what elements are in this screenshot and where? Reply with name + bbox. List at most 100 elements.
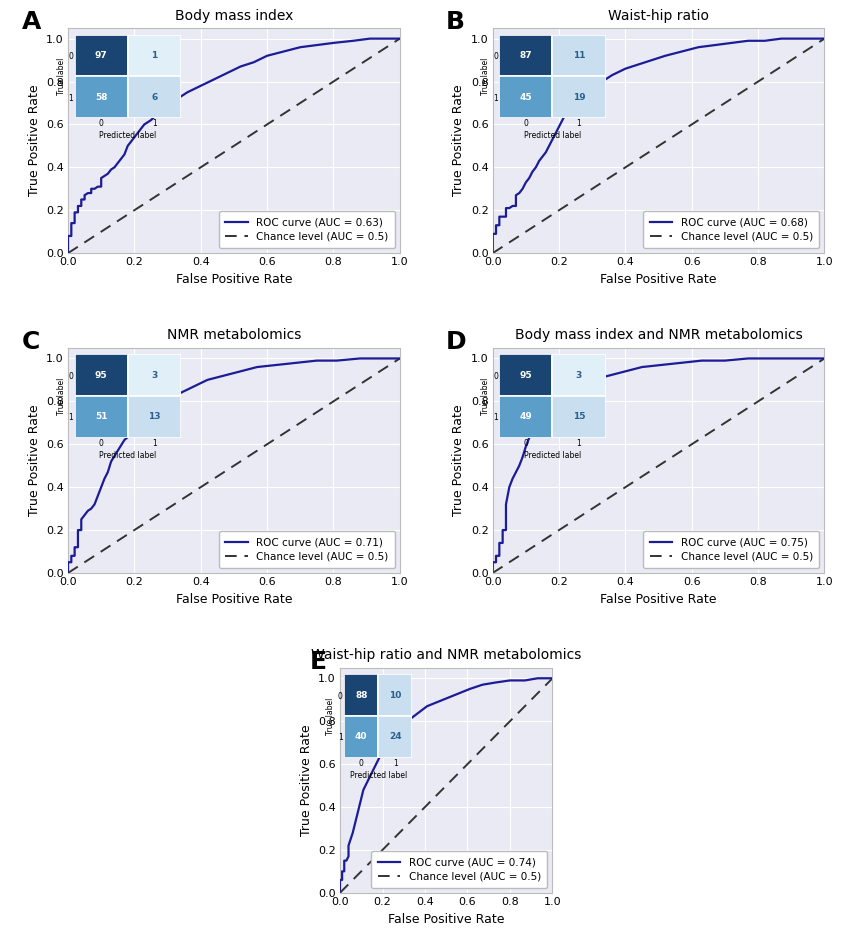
ROC curve (AUC = 0.71) bbox=[89, 498, 99, 510]
ROC curve (AUC = 0.63) bbox=[365, 33, 375, 45]
ROC curve (AUC = 0.74) bbox=[335, 887, 345, 898]
ROC curve (AUC = 0.75) bbox=[494, 538, 504, 549]
ROC curve (AUC = 0.75) bbox=[501, 498, 511, 510]
ROC curve (AUC = 0.74) bbox=[532, 672, 542, 684]
ROC curve (AUC = 0.74) bbox=[352, 810, 362, 821]
ROC curve (AUC = 0.75) bbox=[657, 359, 667, 370]
ROC curve (AUC = 0.68) bbox=[488, 228, 498, 239]
ROC curve (AUC = 0.68) bbox=[743, 35, 753, 46]
ROC curve (AUC = 0.71) bbox=[73, 525, 83, 536]
ROC curve (AUC = 0.75) bbox=[767, 352, 777, 364]
ROC curve (AUC = 0.75) bbox=[564, 385, 574, 396]
Line: ROC curve (AUC = 0.71): ROC curve (AUC = 0.71) bbox=[68, 358, 399, 573]
ROC curve (AUC = 0.75) bbox=[677, 357, 687, 368]
ROC curve (AUC = 0.74) bbox=[366, 767, 377, 778]
ROC curve (AUC = 0.75) bbox=[574, 379, 584, 390]
ROC curve (AUC = 0.71) bbox=[235, 365, 246, 377]
ROC curve (AUC = 0.71) bbox=[76, 513, 87, 525]
ROC curve (AUC = 0.68) bbox=[554, 121, 564, 132]
ROC curve (AUC = 0.68) bbox=[491, 228, 501, 239]
ROC curve (AUC = 0.71) bbox=[189, 380, 199, 392]
ROC curve (AUC = 0.74) bbox=[547, 672, 558, 684]
ROC curve (AUC = 0.68) bbox=[497, 211, 507, 222]
ROC curve (AUC = 0.74) bbox=[464, 684, 474, 695]
ROC curve (AUC = 0.68) bbox=[710, 39, 720, 50]
ROC curve (AUC = 0.75) bbox=[604, 370, 614, 381]
ROC curve (AUC = 0.71) bbox=[76, 525, 87, 536]
ROC curve (AUC = 0.68) bbox=[494, 211, 504, 222]
ROC curve (AUC = 0.74) bbox=[422, 700, 432, 711]
ROC curve (AUC = 0.75) bbox=[491, 551, 501, 562]
ROC curve (AUC = 0.68) bbox=[530, 162, 541, 173]
ROC curve (AUC = 0.71) bbox=[149, 406, 159, 418]
ROC curve (AUC = 0.74) bbox=[358, 784, 368, 795]
ROC curve (AUC = 0.71) bbox=[93, 490, 103, 501]
ROC curve (AUC = 0.71) bbox=[292, 357, 302, 368]
X-axis label: False Positive Rate: False Positive Rate bbox=[388, 912, 505, 925]
ROC curve (AUC = 0.74) bbox=[443, 692, 453, 703]
ROC curve (AUC = 0.68) bbox=[567, 101, 577, 113]
ROC curve (AUC = 0.68) bbox=[511, 190, 521, 201]
Title: Body mass index: Body mass index bbox=[175, 8, 293, 22]
ROC curve (AUC = 0.71) bbox=[73, 541, 83, 552]
ROC curve (AUC = 0.75) bbox=[511, 467, 521, 478]
ROC curve (AUC = 0.68) bbox=[501, 203, 511, 214]
ROC curve (AUC = 0.71) bbox=[63, 557, 73, 568]
ROC curve (AUC = 0.71) bbox=[66, 557, 76, 568]
Y-axis label: True Positive Rate: True Positive Rate bbox=[27, 405, 41, 516]
ROC curve (AUC = 0.75) bbox=[720, 355, 730, 366]
ROC curve (AUC = 0.75) bbox=[524, 432, 535, 444]
ROC curve (AUC = 0.75) bbox=[497, 525, 507, 536]
ROC curve (AUC = 0.71) bbox=[162, 396, 173, 407]
ROC curve (AUC = 0.75) bbox=[790, 352, 800, 364]
Line: ROC curve (AUC = 0.63): ROC curve (AUC = 0.63) bbox=[68, 39, 399, 253]
ROC curve (AUC = 0.71) bbox=[202, 375, 212, 386]
Text: E: E bbox=[310, 649, 327, 673]
ROC curve (AUC = 0.71) bbox=[272, 359, 282, 370]
ROC curve (AUC = 0.68) bbox=[677, 46, 687, 57]
ROC curve (AUC = 0.71) bbox=[119, 434, 129, 445]
ROC curve (AUC = 0.74) bbox=[339, 866, 349, 877]
Legend: ROC curve (AUC = 0.74), Chance level (AUC = 0.5): ROC curve (AUC = 0.74), Chance level (AU… bbox=[371, 851, 547, 887]
ROC curve (AUC = 0.71) bbox=[176, 387, 186, 398]
ROC curve (AUC = 0.75) bbox=[620, 365, 631, 377]
ROC curve (AUC = 0.71) bbox=[99, 473, 110, 485]
ROC curve (AUC = 0.75) bbox=[494, 551, 504, 562]
ROC curve (AUC = 0.68) bbox=[561, 108, 571, 119]
ROC curve (AUC = 0.71) bbox=[312, 355, 322, 366]
ROC curve (AUC = 0.74) bbox=[386, 733, 396, 744]
Legend: ROC curve (AUC = 0.71), Chance level (AUC = 0.5): ROC curve (AUC = 0.71), Chance level (AU… bbox=[218, 531, 394, 567]
ROC curve (AUC = 0.68) bbox=[597, 76, 607, 87]
ROC curve (AUC = 0.68) bbox=[793, 33, 803, 45]
Y-axis label: True Positive Rate: True Positive Rate bbox=[452, 405, 465, 516]
ROC curve (AUC = 0.75) bbox=[514, 460, 524, 472]
ROC curve (AUC = 0.75) bbox=[819, 352, 830, 364]
ROC curve (AUC = 0.68) bbox=[694, 42, 704, 53]
ROC curve (AUC = 0.75) bbox=[507, 473, 518, 485]
ROC curve (AUC = 0.75) bbox=[554, 392, 564, 403]
Line: ROC curve (AUC = 0.74): ROC curve (AUC = 0.74) bbox=[340, 678, 552, 893]
ROC curve (AUC = 0.68) bbox=[547, 134, 558, 145]
ROC curve (AUC = 0.68) bbox=[633, 59, 643, 70]
ROC curve (AUC = 0.75) bbox=[497, 538, 507, 549]
ROC curve (AUC = 0.71) bbox=[355, 352, 366, 364]
ROC curve (AUC = 0.74) bbox=[337, 866, 347, 877]
ROC curve (AUC = 0.68) bbox=[507, 200, 518, 211]
ROC curve (AUC = 0.74) bbox=[337, 874, 347, 885]
ROC curve (AUC = 0.74) bbox=[341, 855, 352, 866]
ROC curve (AUC = 0.71) bbox=[66, 551, 76, 562]
ROC curve (AUC = 0.71) bbox=[113, 445, 123, 457]
ROC curve (AUC = 0.71) bbox=[106, 456, 116, 467]
ROC curve (AUC = 0.74) bbox=[354, 802, 364, 813]
X-axis label: False Positive Rate: False Positive Rate bbox=[600, 272, 717, 286]
Title: Waist-hip ratio and NMR metabolomics: Waist-hip ratio and NMR metabolomics bbox=[311, 648, 581, 662]
ROC curve (AUC = 0.71) bbox=[252, 362, 262, 373]
ROC curve (AUC = 0.68) bbox=[491, 219, 501, 231]
ROC curve (AUC = 0.68) bbox=[537, 151, 547, 162]
ROC curve (AUC = 0.68) bbox=[541, 147, 551, 158]
ROC curve (AUC = 0.68) bbox=[647, 55, 657, 66]
Text: A: A bbox=[21, 10, 41, 33]
ROC curve (AUC = 0.63) bbox=[382, 33, 392, 45]
ROC curve (AUC = 0.75) bbox=[637, 362, 647, 373]
ROC curve (AUC = 0.74) bbox=[356, 793, 366, 804]
